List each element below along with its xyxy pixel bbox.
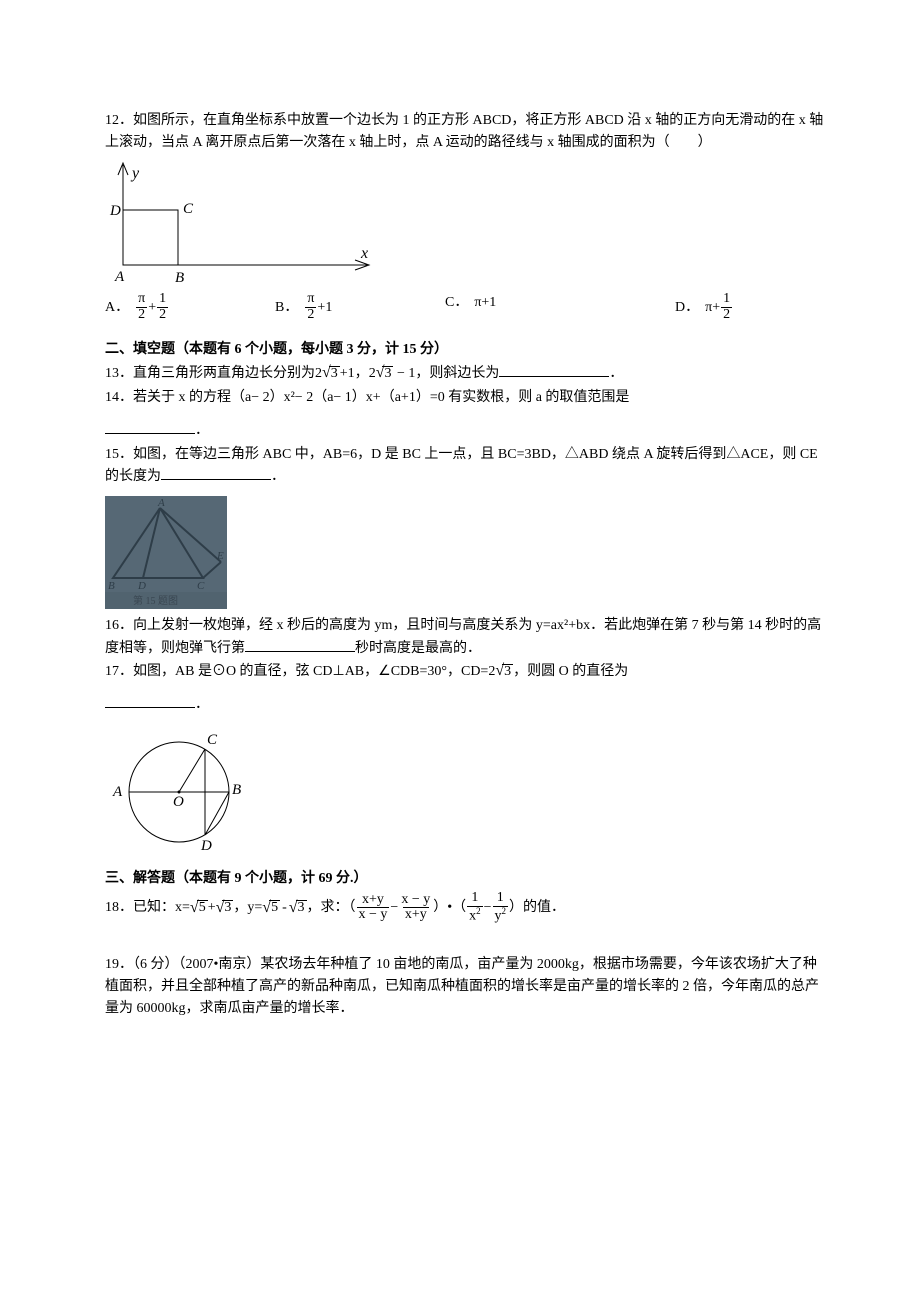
q13-line: 13．直角三角形两直角边长分别为2√3+1，2√3 − 1，则斜边长为．: [105, 362, 825, 385]
svg-text:B: B: [108, 580, 115, 592]
frac-icon: 1 x2: [467, 891, 483, 924]
q14-line1: 14．若关于 x 的方程（a− 2）x²− 2（a− 1）x+（a+1）=0 有…: [105, 387, 825, 409]
svg-text:x: x: [360, 245, 368, 262]
svg-text:A: A: [112, 784, 123, 800]
choice-c-body: π+1: [474, 292, 496, 314]
q19-line: 19．（6 分）（2007•南京）某农场去年种植了 10 亩地的南瓜，亩产量为 …: [105, 954, 825, 1019]
q17-figure: A B C D O: [105, 722, 825, 852]
frac-icon: π 2: [305, 292, 316, 322]
sqrt-icon: √3: [495, 663, 513, 679]
frac-icon: 1 2: [157, 292, 168, 322]
choice-b-body: π 2 +1: [304, 292, 332, 322]
svg-text:E: E: [216, 550, 224, 562]
svg-text:C: C: [183, 201, 194, 217]
q15-svg: A B D C E 第 15 题图: [105, 496, 227, 609]
frac-icon: π 2: [136, 292, 147, 322]
choice-a-body: π 2 + 1 2: [135, 292, 169, 322]
choice-b-label: B．: [275, 297, 298, 319]
sqrt-icon: √3: [322, 365, 340, 381]
q13-blank: [499, 362, 609, 377]
svg-text:A: A: [114, 269, 125, 285]
choice-c-label: C．: [445, 292, 468, 314]
svg-text:B: B: [232, 782, 241, 798]
q14-line2: ．: [105, 419, 825, 442]
svg-text:B: B: [175, 270, 184, 286]
frac-icon: x+y x − y: [357, 893, 390, 923]
q16-blank: [245, 637, 355, 652]
q17-line2: ．: [105, 693, 825, 716]
q18-line: 18．已知：x= √5 + √3 ，y= √5 - √3 ，求：（ x+y x …: [105, 891, 825, 924]
sqrt-icon: √5: [262, 900, 280, 916]
q12-figure: y x D C A B: [105, 155, 825, 290]
q17-blank: [105, 693, 195, 708]
q12-choice-a: A． π 2 + 1 2: [105, 292, 275, 322]
q12-choice-b: B． π 2 +1: [275, 292, 445, 322]
q17-svg: A B C D O: [105, 722, 253, 852]
q14-blank: [105, 419, 195, 434]
section3-header: 三、解答题（本题有 9 个小题，计 69 分.）: [105, 868, 825, 890]
q12-choice-d: D． π+ 1 2: [675, 292, 775, 322]
q16-line: 16．向上发射一枚炮弹，经 x 秒后的高度为 ym，且时间与高度关系为 y=ax…: [105, 615, 825, 659]
svg-text:O: O: [173, 794, 184, 810]
q12-text: 12．如图所示，在直角坐标系中放置一个边长为 1 的正方形 ABCD，将正方形 …: [105, 110, 825, 153]
svg-text:y: y: [130, 165, 140, 182]
section2-header: 二、填空题（本题有 6 个小题，每小题 3 分，计 15 分）: [105, 339, 825, 361]
sqrt-icon: √5: [190, 900, 208, 916]
svg-text:C: C: [197, 580, 205, 592]
svg-text:D: D: [109, 203, 121, 219]
q12-choices: A． π 2 + 1 2 B． π 2 +1 C． π+1 D．: [105, 292, 825, 322]
frac-icon: 1 2: [721, 292, 732, 322]
q15-caption: 第 15 题图: [133, 594, 178, 607]
q12-coord-svg: y x D C A B: [105, 155, 385, 290]
choice-a-label: A．: [105, 297, 129, 319]
svg-text:A: A: [157, 497, 165, 509]
frac-icon: 1 y2: [493, 891, 509, 924]
sqrt-icon: √3: [376, 365, 394, 381]
choice-d-body: π+ 1 2: [705, 292, 733, 322]
sqrt-icon: √3: [216, 900, 234, 916]
choice-d-label: D．: [675, 297, 699, 319]
spacer: [105, 926, 825, 954]
q15-line: 15．如图，在等边三角形 ABC 中，AB=6，D 是 BC 上一点，且 BC=…: [105, 444, 825, 488]
q15-blank: [161, 465, 271, 480]
q12-choice-c: C． π+1: [445, 292, 675, 314]
q17-line: 17．如图，AB 是⊙O 的直径，弦 CD⊥AB，∠CDB=30°，CD=2√3…: [105, 661, 825, 683]
q15-figure: A B D C E 第 15 题图: [105, 496, 825, 609]
svg-text:C: C: [207, 732, 218, 748]
svg-text:D: D: [200, 838, 212, 852]
svg-text:D: D: [137, 580, 146, 592]
sqrt-icon: √3: [289, 900, 307, 916]
frac-icon: x − y x+y: [399, 893, 432, 923]
